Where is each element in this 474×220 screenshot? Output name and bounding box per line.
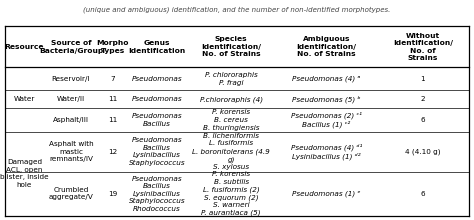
Text: 2: 2 bbox=[420, 97, 425, 103]
Text: Resource: Resource bbox=[5, 44, 44, 50]
Text: Source of
Bacteria/Group: Source of Bacteria/Group bbox=[39, 40, 103, 54]
Text: Without
Identification/
No. of
Strains: Without Identification/ No. of Strains bbox=[393, 33, 453, 61]
Text: Pseudomonas
Bacillus: Pseudomonas Bacillus bbox=[132, 113, 182, 127]
Text: (unique and ambiguous) identification, and the number of non-identified morphoty: (unique and ambiguous) identification, a… bbox=[83, 7, 391, 13]
Text: Ambiguous
Identification/
No. of Strains: Ambiguous Identification/ No. of Strains bbox=[296, 37, 356, 57]
Text: Pseudomonas (5) ᵇ: Pseudomonas (5) ᵇ bbox=[292, 96, 361, 103]
Text: 12: 12 bbox=[108, 148, 118, 154]
Text: Pseudomonas: Pseudomonas bbox=[132, 76, 182, 82]
Text: Pseudomonas: Pseudomonas bbox=[132, 97, 182, 103]
Text: 11: 11 bbox=[108, 117, 118, 123]
Text: Asphalt with
mastic
remnants/IV: Asphalt with mastic remnants/IV bbox=[49, 141, 93, 162]
Text: P. chlororaphis
P. fragi: P. chlororaphis P. fragi bbox=[205, 72, 257, 86]
Text: Pseudomonas (2) ᶜ¹
Bacillus (1) ᶜ²: Pseudomonas (2) ᶜ¹ Bacillus (1) ᶜ² bbox=[291, 112, 362, 128]
Text: Damaged
ACL, open
blister, inside
hole: Damaged ACL, open blister, inside hole bbox=[0, 159, 49, 188]
Text: 11: 11 bbox=[108, 97, 118, 103]
Text: 1: 1 bbox=[420, 76, 425, 82]
Text: Pseudomonas
Bacillus
Lysinibacillus
Staphylococcus: Pseudomonas Bacillus Lysinibacillus Stap… bbox=[128, 137, 185, 166]
Text: P. korensis
B. subtilis
L. fusiformis (2)
S. equorum (2)
S. warneri
P. aurantiac: P. korensis B. subtilis L. fusiformis (2… bbox=[201, 171, 261, 216]
Text: Pseudomonas (4) ᵈ¹
Lysinibacillus (1) ᵈ²: Pseudomonas (4) ᵈ¹ Lysinibacillus (1) ᵈ² bbox=[291, 143, 362, 160]
Text: P.chlororaphis (4): P.chlororaphis (4) bbox=[200, 96, 263, 103]
Text: Water/II: Water/II bbox=[57, 97, 85, 103]
Text: 19: 19 bbox=[108, 191, 118, 197]
Text: Pseudomonas (4) ᵃ: Pseudomonas (4) ᵃ bbox=[292, 76, 361, 82]
Text: B. licheniformis
L. fusiformis
L. boronitolerans (4.9
g)
S. xylosus: B. licheniformis L. fusiformis L. boroni… bbox=[192, 133, 270, 170]
Text: Crumbled
aggregate/V: Crumbled aggregate/V bbox=[48, 187, 93, 200]
Text: 6: 6 bbox=[420, 191, 425, 197]
Text: 7: 7 bbox=[110, 76, 115, 82]
Text: Reservoir/I: Reservoir/I bbox=[52, 76, 90, 82]
Text: Pseudomonas
Bacillus
Lysinibacillus
Staphylococcus
Rhodococcus: Pseudomonas Bacillus Lysinibacillus Stap… bbox=[128, 176, 185, 212]
Text: Morpho
Types: Morpho Types bbox=[97, 40, 129, 54]
Text: 4 (4.10 g): 4 (4.10 g) bbox=[405, 148, 440, 155]
Text: P. korensis
B. cereus
B. thuringiensis: P. korensis B. cereus B. thuringiensis bbox=[203, 109, 259, 131]
Text: Genus
Identification: Genus Identification bbox=[128, 40, 185, 54]
Text: Water: Water bbox=[14, 97, 35, 103]
Text: Species
Identification/
No. of Strains: Species Identification/ No. of Strains bbox=[201, 37, 261, 57]
Text: Pseudomonas (1) ᵉ: Pseudomonas (1) ᵉ bbox=[292, 190, 361, 197]
Text: 6: 6 bbox=[420, 117, 425, 123]
Text: Asphalt/III: Asphalt/III bbox=[53, 117, 89, 123]
